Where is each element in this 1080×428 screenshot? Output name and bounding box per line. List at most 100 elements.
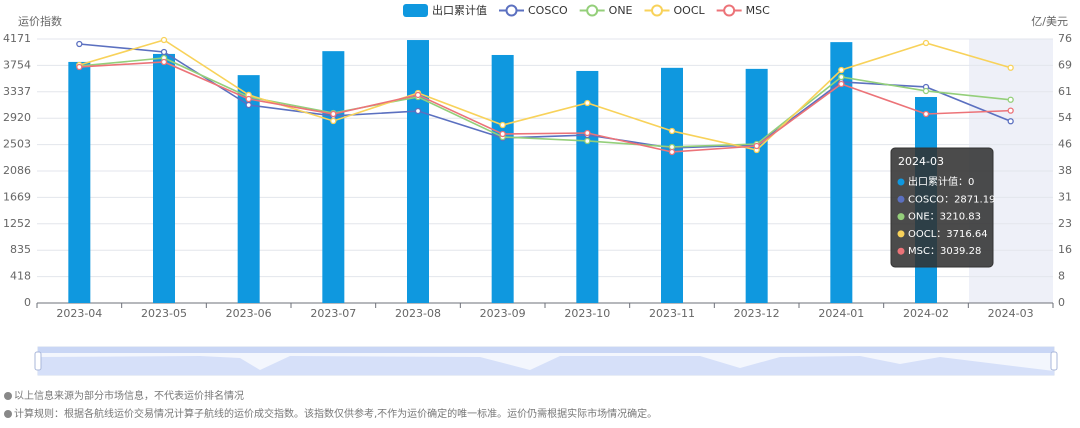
- legend-icon: [505, 4, 518, 17]
- legend-item[interactable]: OOCL: [644, 4, 706, 17]
- line-point: [160, 58, 168, 66]
- series-name: OOCL: [908, 229, 937, 240]
- line-point: [922, 110, 930, 118]
- tooltip-marker: [897, 195, 905, 203]
- x-tick-label: 2023-05: [141, 307, 187, 320]
- x-tick-label: 2023-12: [734, 307, 780, 320]
- value: 3039.28: [940, 246, 981, 257]
- series-name: MSC: [908, 246, 930, 257]
- line-point: [160, 48, 168, 56]
- bar: [237, 75, 260, 303]
- line-point: [584, 129, 591, 137]
- y-tick-label: 1252: [3, 217, 31, 230]
- line-point: [76, 40, 83, 48]
- separator: ：: [936, 229, 946, 240]
- line: [79, 57, 1011, 148]
- bar: [830, 42, 853, 304]
- x-tick-label: 2024-02: [903, 307, 949, 320]
- separator: ：: [930, 212, 940, 223]
- bar: [68, 61, 91, 303]
- legend-item[interactable]: 出口累计值: [403, 3, 487, 17]
- line-point: [922, 87, 930, 95]
- line-point: [160, 36, 168, 44]
- value: 2871.19: [954, 194, 995, 205]
- bar: [153, 53, 175, 303]
- note: 计算规则：根据各航线运价交易情况计算子航线的运价成交指数。该指数仅供参考,不作为…: [4, 405, 657, 420]
- line-point: [584, 137, 591, 145]
- zoom-handle[interactable]: [1050, 351, 1058, 371]
- value: 3716.64: [946, 229, 987, 240]
- y-tick-label: 3754: [3, 58, 31, 71]
- legend-icon: [723, 4, 736, 17]
- line-point: [753, 142, 760, 150]
- bar: [576, 70, 599, 304]
- legend-item[interactable]: ONE: [579, 4, 633, 17]
- y-tick-label: 4171: [3, 32, 31, 45]
- legend-icon: [586, 4, 599, 17]
- legend-icon: [651, 4, 664, 17]
- legend-label: OOCL: [674, 4, 706, 17]
- series-name: 出口累计值: [908, 175, 958, 188]
- y2-tick-label: 0: [1058, 296, 1065, 309]
- tooltip-row: 出口累计值：0: [908, 175, 974, 188]
- y2-tick-label: 23: [1058, 217, 1072, 230]
- line-point: [838, 66, 845, 74]
- data-zoom[interactable]: [34, 346, 1058, 376]
- x-tick-label: 2023-07: [310, 307, 356, 320]
- y-tick-label: 2086: [3, 164, 31, 177]
- x-tick-label: 2023-04: [56, 307, 102, 320]
- tooltip-row: MSC：3039.28: [908, 246, 981, 257]
- tooltip-marker: [897, 213, 905, 221]
- zoom-preview: [38, 356, 1054, 375]
- y2-tick-label: 69: [1058, 58, 1072, 71]
- y-tick-label: 2920: [3, 111, 31, 124]
- legend-label: COSCO: [528, 4, 568, 17]
- legend-label: 出口累计值: [432, 3, 487, 17]
- legend-item[interactable]: COSCO: [499, 4, 568, 17]
- tooltip-title: 2024-03: [898, 155, 944, 168]
- tooltip-row: ONE：3210.83: [908, 212, 981, 223]
- tooltip-marker: [897, 230, 905, 238]
- line: [79, 43, 1011, 149]
- y2-axis-title: 亿/美元: [1031, 15, 1068, 28]
- y2-tick-label: 46: [1058, 138, 1072, 151]
- tooltip-box: [890, 147, 994, 268]
- line-point: [1007, 96, 1014, 103]
- legend-item[interactable]: MSC: [716, 4, 770, 17]
- separator: ：: [958, 177, 968, 188]
- line-point: [499, 121, 506, 129]
- tooltip-row: COSCO：2871.19: [908, 194, 995, 205]
- zoom-handle[interactable]: [34, 351, 42, 371]
- bar: [745, 68, 768, 303]
- line: [79, 61, 1011, 153]
- line-point: [414, 91, 422, 99]
- line-point: [1007, 107, 1014, 114]
- line-point: [1007, 64, 1014, 71]
- x-tick-label: 2023-08: [395, 307, 441, 320]
- y2-tick-label: 38: [1058, 164, 1072, 177]
- line-point: [668, 148, 676, 156]
- line-point: [330, 117, 337, 125]
- legend-label: ONE: [609, 4, 633, 17]
- line-point: [245, 95, 252, 103]
- y-tick-label: 835: [10, 243, 31, 256]
- tooltip-row: OOCL：3716.64: [908, 229, 988, 240]
- line-point: [922, 39, 930, 47]
- y-tick-label: 2503: [3, 138, 31, 151]
- line-point: [584, 99, 591, 107]
- bar: [407, 40, 429, 303]
- x-tick-label: 2023-06: [226, 307, 272, 320]
- value: 0: [968, 177, 974, 188]
- line-point: [245, 101, 252, 109]
- tooltip-marker: [897, 247, 905, 255]
- legend-icon: [403, 4, 428, 17]
- tooltip: 2024-03出口累计值：0COSCO：2871.19ONE：3210.83OO…: [890, 147, 995, 268]
- y-axis-title: 运价指数: [18, 14, 62, 28]
- y-tick-label: 1669: [3, 190, 31, 203]
- y2-tick-label: 54: [1058, 111, 1072, 124]
- line-point: [668, 143, 676, 151]
- y2-tick-label: 8: [1058, 270, 1065, 283]
- line-point: [1007, 118, 1014, 125]
